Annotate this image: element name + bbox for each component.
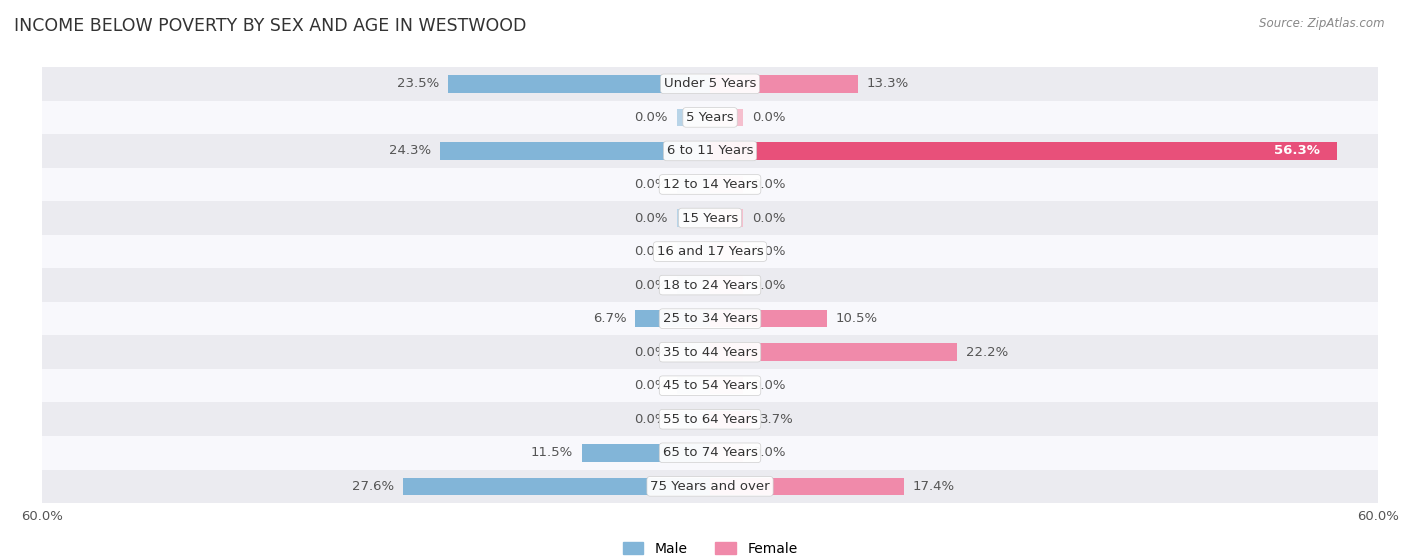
Text: 15 Years: 15 Years	[682, 211, 738, 225]
Text: 0.0%: 0.0%	[634, 379, 668, 392]
Text: 27.6%: 27.6%	[352, 480, 394, 493]
Bar	[42, 369, 1378, 402]
Bar	[676, 243, 710, 260]
Bar	[42, 302, 1378, 335]
Bar	[676, 108, 710, 126]
Bar	[710, 243, 744, 260]
Bar	[42, 402, 1378, 436]
Bar	[42, 268, 1378, 302]
Text: 22.2%: 22.2%	[966, 345, 1008, 359]
Text: 6 to 11 Years: 6 to 11 Years	[666, 144, 754, 158]
Text: 23.5%: 23.5%	[398, 77, 440, 91]
Bar	[42, 67, 1378, 101]
Text: 0.0%: 0.0%	[634, 245, 668, 258]
Text: 55 to 64 Years: 55 to 64 Years	[662, 413, 758, 426]
Text: 24.3%: 24.3%	[388, 144, 430, 158]
Bar	[710, 444, 744, 462]
Bar	[582, 444, 710, 462]
Text: 6.7%: 6.7%	[593, 312, 627, 325]
Bar	[636, 310, 710, 328]
Text: 0.0%: 0.0%	[752, 111, 786, 124]
Text: Source: ZipAtlas.com: Source: ZipAtlas.com	[1260, 17, 1385, 30]
Bar	[710, 276, 744, 294]
Text: 0.0%: 0.0%	[634, 345, 668, 359]
Bar	[710, 108, 744, 126]
Bar	[710, 343, 957, 361]
Text: 65 to 74 Years: 65 to 74 Years	[662, 446, 758, 459]
Bar	[676, 377, 710, 395]
Text: 0.0%: 0.0%	[634, 211, 668, 225]
Text: 0.0%: 0.0%	[752, 245, 786, 258]
Text: 0.0%: 0.0%	[752, 278, 786, 292]
Text: 11.5%: 11.5%	[531, 446, 574, 459]
Bar	[676, 343, 710, 361]
Bar	[710, 310, 827, 328]
Bar	[42, 168, 1378, 201]
Bar	[676, 410, 710, 428]
Text: 18 to 24 Years: 18 to 24 Years	[662, 278, 758, 292]
Bar	[676, 209, 710, 227]
Text: 16 and 17 Years: 16 and 17 Years	[657, 245, 763, 258]
Text: 5 Years: 5 Years	[686, 111, 734, 124]
Bar	[42, 470, 1378, 503]
Text: Under 5 Years: Under 5 Years	[664, 77, 756, 91]
Bar	[402, 477, 710, 495]
Bar	[42, 335, 1378, 369]
Bar	[449, 75, 710, 93]
Text: 35 to 44 Years: 35 to 44 Years	[662, 345, 758, 359]
Text: 17.4%: 17.4%	[912, 480, 955, 493]
Bar	[710, 477, 904, 495]
Bar	[42, 436, 1378, 470]
Bar	[42, 201, 1378, 235]
Text: 0.0%: 0.0%	[752, 178, 786, 191]
Text: 0.0%: 0.0%	[634, 178, 668, 191]
Text: 0.0%: 0.0%	[752, 446, 786, 459]
Bar	[710, 209, 744, 227]
Bar	[710, 176, 744, 193]
Bar	[676, 176, 710, 193]
Bar	[440, 142, 710, 160]
Text: 75 Years and over: 75 Years and over	[650, 480, 770, 493]
Bar	[42, 101, 1378, 134]
Text: 0.0%: 0.0%	[752, 379, 786, 392]
Text: 0.0%: 0.0%	[634, 413, 668, 426]
Bar	[710, 142, 1337, 160]
Text: 0.0%: 0.0%	[634, 111, 668, 124]
Bar	[710, 377, 744, 395]
Text: 56.3%: 56.3%	[1274, 144, 1320, 158]
Bar	[710, 75, 858, 93]
Text: 0.0%: 0.0%	[634, 278, 668, 292]
Bar	[676, 276, 710, 294]
Text: 25 to 34 Years: 25 to 34 Years	[662, 312, 758, 325]
Bar	[710, 410, 751, 428]
Bar	[42, 235, 1378, 268]
Text: 45 to 54 Years: 45 to 54 Years	[662, 379, 758, 392]
Bar	[42, 134, 1378, 168]
Text: 3.7%: 3.7%	[761, 413, 794, 426]
Text: INCOME BELOW POVERTY BY SEX AND AGE IN WESTWOOD: INCOME BELOW POVERTY BY SEX AND AGE IN W…	[14, 17, 526, 35]
Text: 12 to 14 Years: 12 to 14 Years	[662, 178, 758, 191]
Text: 0.0%: 0.0%	[752, 211, 786, 225]
Legend: Male, Female: Male, Female	[617, 537, 803, 559]
Text: 10.5%: 10.5%	[835, 312, 877, 325]
Text: 13.3%: 13.3%	[868, 77, 910, 91]
